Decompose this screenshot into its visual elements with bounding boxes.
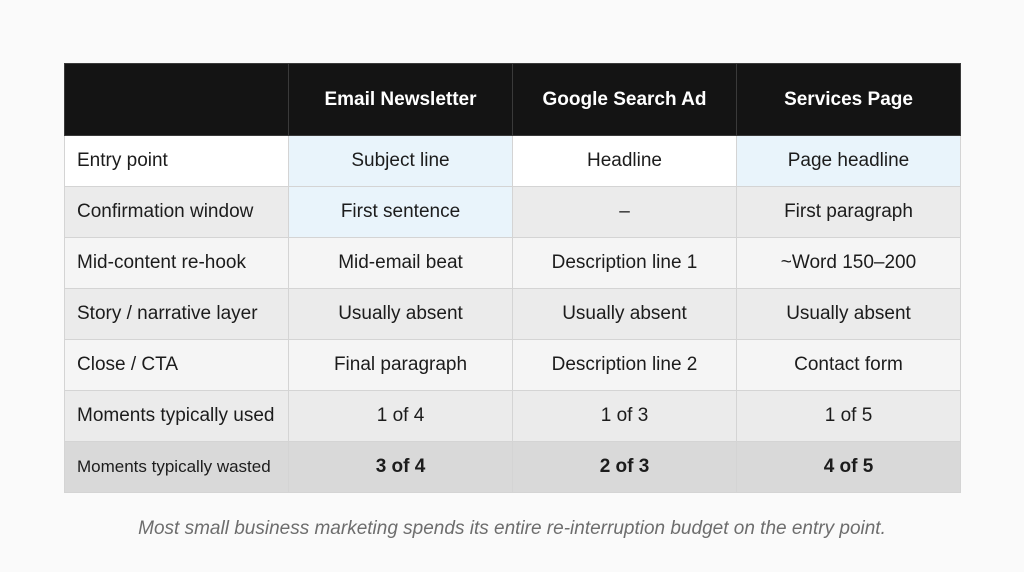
- row-label: Moments typically wasted: [64, 441, 289, 493]
- header-google-search-ad: Google Search Ad: [512, 63, 737, 136]
- table-cell: 1 of 4: [288, 390, 513, 442]
- table-cell: Usually absent: [288, 288, 513, 340]
- row-label: Confirmation window: [64, 186, 289, 238]
- table-cell: Page headline: [736, 135, 961, 187]
- table-cell: 2 of 3: [512, 441, 737, 493]
- table-cell: First paragraph: [736, 186, 961, 238]
- table-cell: Description line 2: [512, 339, 737, 391]
- table-cell: Final paragraph: [288, 339, 513, 391]
- table-cell: Headline: [512, 135, 737, 187]
- table-header-row: Email Newsletter Google Search Ad Servic…: [64, 63, 961, 136]
- row-label: Mid-content re-hook: [64, 237, 289, 289]
- table-cell: 3 of 4: [288, 441, 513, 493]
- comparison-table: Email Newsletter Google Search Ad Servic…: [64, 63, 961, 493]
- table-cell: Subject line: [288, 135, 513, 187]
- table-cell: First sentence: [288, 186, 513, 238]
- header-email-newsletter: Email Newsletter: [288, 63, 513, 136]
- row-label: Moments typically used: [64, 390, 289, 442]
- table-row: Close / CTA Final paragraph Description …: [64, 339, 961, 391]
- table-row: Story / narrative layer Usually absent U…: [64, 288, 961, 340]
- table-row-wasted: Moments typically wasted 3 of 4 2 of 3 4…: [64, 441, 961, 493]
- table-cell: 4 of 5: [736, 441, 961, 493]
- table-row: Confirmation window First sentence – Fir…: [64, 186, 961, 238]
- table-cell: Contact form: [736, 339, 961, 391]
- row-label: Entry point: [64, 135, 289, 187]
- table-cell: 1 of 5: [736, 390, 961, 442]
- table-cell: 1 of 3: [512, 390, 737, 442]
- table-row: Mid-content re-hook Mid-email beat Descr…: [64, 237, 961, 289]
- row-label: Story / narrative layer: [64, 288, 289, 340]
- row-label: Close / CTA: [64, 339, 289, 391]
- header-corner-cell: [64, 63, 289, 136]
- table-cell: –: [512, 186, 737, 238]
- table-cell: ~Word 150–200: [736, 237, 961, 289]
- table-cell: Usually absent: [512, 288, 737, 340]
- table-cell: Mid-email beat: [288, 237, 513, 289]
- table-row: Entry point Subject line Headline Page h…: [64, 135, 961, 187]
- table-cell: Description line 1: [512, 237, 737, 289]
- table-caption: Most small business marketing spends its…: [138, 518, 886, 539]
- table-cell: Usually absent: [736, 288, 961, 340]
- header-services-page: Services Page: [736, 63, 961, 136]
- table-row: Moments typically used 1 of 4 1 of 3 1 o…: [64, 390, 961, 442]
